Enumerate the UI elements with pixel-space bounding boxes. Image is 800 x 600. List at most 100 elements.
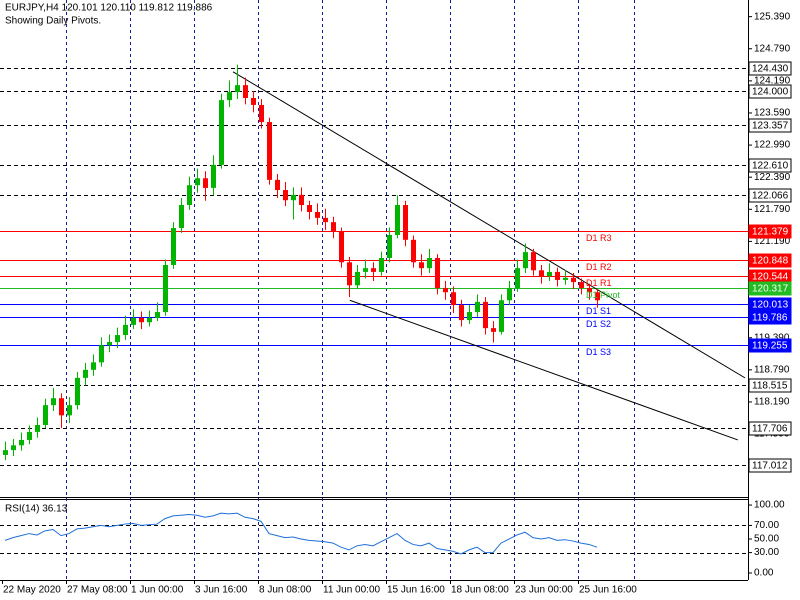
level-price-box	[748, 458, 792, 473]
level-price-label: 120.317	[752, 284, 789, 295]
y-tick-label: 121.190	[754, 236, 791, 247]
level-price-label: 117.706	[752, 424, 788, 435]
candle-body	[83, 369, 88, 378]
candle-body	[515, 268, 520, 288]
candle-body	[235, 85, 240, 93]
candle-body	[395, 205, 400, 235]
candle-body	[131, 317, 136, 325]
candle-body	[211, 164, 216, 188]
candle-body	[387, 234, 392, 258]
x-tick-label: 25 Jun 16:00	[579, 585, 637, 596]
pivot-label: D1 S3	[586, 347, 611, 357]
level-price-label: 119.786	[752, 313, 788, 324]
pivot-label: D1 S2	[586, 319, 611, 329]
candle-body	[179, 205, 184, 229]
level-price-label: 123.357	[752, 121, 789, 132]
x-tick-label: 3 Jun 16:00	[195, 585, 248, 596]
candle-body	[307, 205, 312, 212]
candle-body	[91, 362, 96, 370]
candle-body	[291, 194, 296, 201]
level-price-label: 118.515	[752, 381, 788, 392]
trendline	[232, 71, 746, 379]
candle-body	[283, 190, 288, 201]
candle-body	[355, 271, 360, 286]
x-tick-label: 11 Jun 00:00	[323, 585, 381, 596]
level-price-box	[748, 253, 792, 268]
candle-body	[443, 287, 448, 293]
level-price-box	[748, 118, 792, 133]
candle-body	[587, 287, 592, 293]
candle-body	[347, 262, 352, 286]
rsi-y-tick-label: 100.00	[754, 500, 785, 511]
candle-body	[411, 239, 416, 263]
trendline	[349, 299, 738, 441]
x-tick-label: 8 Jun 08:00	[259, 585, 312, 596]
chart-title: EURJPY,H4 120.101 120.110 119.812 119.88…	[5, 3, 213, 14]
level-price-label: 119.255	[752, 341, 788, 352]
candle-body	[155, 312, 160, 318]
pivot-label: D1 R2	[586, 262, 612, 272]
candle-body	[371, 268, 376, 272]
level-price-box	[748, 378, 792, 393]
level-price-label: 124.000	[752, 87, 789, 98]
grid	[0, 0, 748, 580]
candle-body	[99, 345, 104, 363]
candle-body	[3, 450, 8, 455]
candle-body	[107, 342, 112, 346]
x-tick-label: 22 May 2020	[3, 585, 61, 596]
candle-body	[475, 301, 480, 313]
candle-body	[163, 264, 168, 313]
level-price-box	[748, 158, 792, 173]
candle-body	[435, 257, 440, 288]
y-tick-label: 123.590	[754, 108, 791, 119]
candle-body	[339, 231, 344, 263]
candle-body	[43, 405, 48, 425]
candle-body	[187, 185, 192, 206]
level-price-box	[748, 61, 792, 76]
level-price-label: 122.066	[752, 191, 789, 202]
pivot-label: D1 S1	[586, 306, 611, 316]
candle-body	[219, 100, 224, 165]
candle-body	[523, 252, 528, 269]
candle-body	[467, 312, 472, 321]
candle-body	[499, 300, 504, 332]
candle-body	[571, 277, 576, 283]
x-tick-label: 18 Jun 08:00	[451, 585, 509, 596]
candle-body	[491, 328, 496, 332]
y-tick-label: 124.190	[754, 76, 791, 87]
chart-subtitle: Showing Daily Pivots.	[5, 16, 101, 27]
candle-body	[547, 271, 552, 277]
candle-body	[451, 292, 456, 306]
candle-body	[115, 335, 120, 343]
candle-body	[203, 178, 208, 188]
level-price-box	[748, 84, 792, 99]
plot	[3, 64, 746, 461]
candle-body	[379, 257, 384, 272]
candle-body	[171, 228, 176, 265]
rsi-label: RSI(14) 36.13	[5, 504, 68, 515]
x-tick-label: 15 Jun 16:00	[387, 585, 445, 596]
rsi-y-tick-label: 0.00	[754, 568, 774, 579]
rsi-line	[4, 512, 598, 555]
candle-body	[403, 205, 408, 240]
level-price-label: 121.379	[752, 227, 789, 238]
level-price-label: 124.430	[752, 64, 789, 75]
candle-body	[251, 97, 256, 105]
level-price-box	[748, 224, 792, 239]
candle-body	[299, 194, 304, 206]
candle-body	[483, 301, 488, 329]
level-price-box	[748, 338, 792, 353]
level-price-label: 117.012	[752, 461, 788, 472]
y-tick-label: 124.790	[754, 43, 791, 54]
pivot-label: D1 R1	[586, 278, 612, 288]
candle-body	[227, 92, 232, 101]
candle-body	[267, 122, 272, 180]
candle-body	[275, 179, 280, 191]
candle-body	[59, 398, 64, 416]
y-tick-label: 125.390	[754, 11, 791, 22]
y-tick-label: 119.390	[754, 332, 790, 343]
candle-body	[75, 377, 80, 406]
candle-body	[323, 217, 328, 223]
candle-body	[67, 405, 72, 416]
